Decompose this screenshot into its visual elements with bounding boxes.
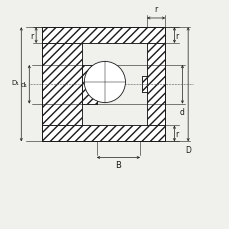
Text: r: r bbox=[175, 32, 178, 41]
Text: D: D bbox=[184, 145, 190, 154]
Text: B: B bbox=[115, 161, 121, 169]
Polygon shape bbox=[82, 65, 96, 104]
Polygon shape bbox=[142, 77, 146, 93]
Text: r: r bbox=[175, 129, 178, 138]
Polygon shape bbox=[42, 126, 165, 142]
Polygon shape bbox=[42, 44, 82, 126]
Text: D₁: D₁ bbox=[11, 80, 19, 86]
Text: r: r bbox=[154, 5, 157, 14]
Text: r: r bbox=[30, 32, 34, 41]
Polygon shape bbox=[146, 44, 165, 126]
Polygon shape bbox=[42, 28, 165, 44]
Bar bbox=[42, 28, 165, 142]
Text: d₁: d₁ bbox=[21, 82, 28, 88]
Circle shape bbox=[84, 62, 125, 103]
Text: d: d bbox=[179, 108, 184, 117]
